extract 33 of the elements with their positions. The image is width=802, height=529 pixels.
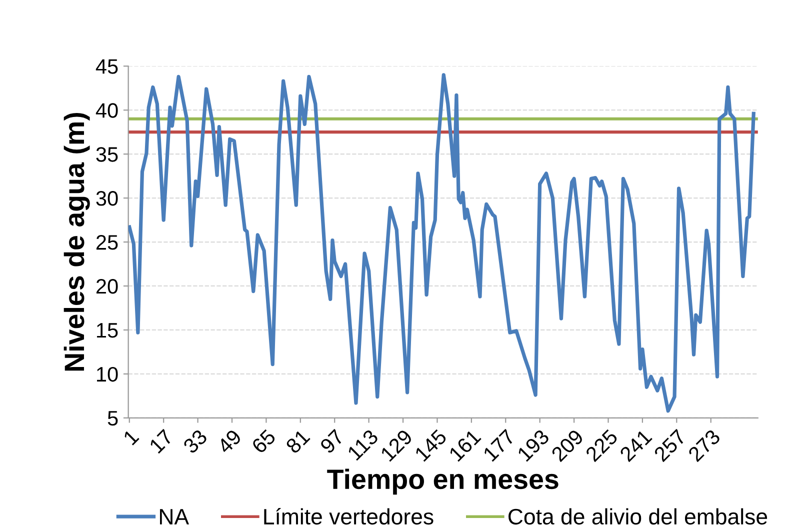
x-tick-label: 65 <box>250 428 276 454</box>
x-tick-label: 1 <box>122 428 140 446</box>
x-tick-label: 17 <box>148 428 174 454</box>
x-tick-label: 193 <box>516 428 550 462</box>
y-tick-label: 15 <box>97 323 118 338</box>
y-tick-label: 25 <box>96 235 118 250</box>
legend-label: Cota de alivio del embalse <box>508 508 768 525</box>
x-tick-label: 97 <box>319 428 345 454</box>
x-tick-label: 145 <box>414 428 448 462</box>
x-tick-label: 241 <box>619 428 652 462</box>
x-tick-label: 273 <box>687 428 722 462</box>
y-tick-label: 20 <box>96 278 118 294</box>
x-tick-label: 49 <box>216 428 242 454</box>
legend-label: NA <box>160 509 190 524</box>
y-tick-label: 5 <box>108 411 118 426</box>
x-tick-label: 161 <box>448 428 482 462</box>
x-tick-label: 113 <box>346 428 379 461</box>
x-tick-label: 81 <box>285 428 311 454</box>
x-tick-label: 257 <box>653 428 687 462</box>
x-tick-label: 209 <box>550 428 584 462</box>
line-series <box>128 73 756 413</box>
y-tick-label: 10 <box>97 366 118 382</box>
x-tick-label: 225 <box>584 428 618 462</box>
legend-label: Límite vertedores <box>264 508 434 525</box>
y-axis-title: Niveles de agua (m) <box>64 112 90 371</box>
y-tick-label: 45 <box>96 59 118 74</box>
y-tick-label: 35 <box>96 147 118 162</box>
x-tick-label: 33 <box>182 428 208 454</box>
y-tick-label: 40 <box>96 103 118 118</box>
x-axis-title: Tiempo en meses <box>327 468 558 495</box>
y-tick-label: 30 <box>96 191 118 206</box>
x-tick-label: 129 <box>380 428 414 462</box>
x-tick-label: 177 <box>482 428 516 462</box>
